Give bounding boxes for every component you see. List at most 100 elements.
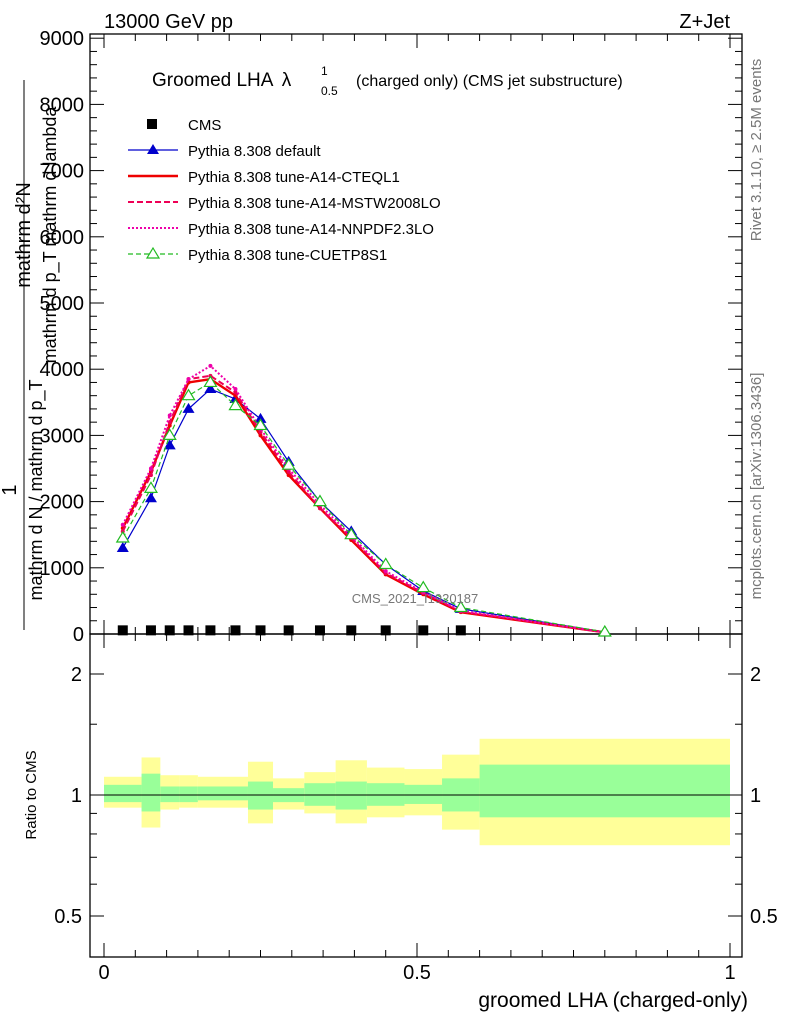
mcplots-label: mcplots.cern.ch [arXiv:1306.3436]	[748, 373, 765, 600]
cms-point	[346, 625, 357, 636]
series-point-default	[204, 383, 217, 394]
plot-title-sup: 1	[321, 64, 328, 78]
header-energy-label: 13000 GeV pp	[104, 11, 233, 33]
main-ylabel-denominator: mathrm d N / mathrm d p_T	[26, 379, 47, 600]
main-ytick-label: 3000	[40, 425, 85, 447]
series-point-default	[163, 439, 176, 450]
cms-point	[255, 625, 266, 636]
cms-point	[418, 625, 429, 636]
ratio-ylabel: Ratio to CMS	[23, 750, 40, 839]
series-point-cuetp8s1	[181, 388, 196, 401]
ratio-ytick-label-right: 0.5	[750, 906, 778, 928]
analysis-watermark: CMS_2021_I1920187	[352, 591, 479, 606]
plot-title: Groomed LHA λ	[152, 70, 292, 91]
legend-cteql1-label: Pythia 8.308 tune-A14-CTEQL1	[188, 169, 400, 186]
legend-cms-marker	[147, 119, 157, 129]
series-point-nnpdf	[148, 466, 153, 471]
series-point-nnpdf	[383, 569, 388, 574]
ratio-band-inner	[335, 781, 367, 810]
cms-point	[164, 625, 175, 636]
main-ytick-label: 4000	[40, 359, 85, 381]
ratio-band-inner	[404, 784, 443, 804]
ratio-band-inner	[141, 773, 161, 812]
ratio-band-inner	[160, 786, 180, 803]
series-line-nnpdf	[121, 364, 605, 634]
legend-cms-label: CMS	[188, 117, 221, 134]
ratio-band-inner	[104, 784, 142, 803]
cms-points	[117, 625, 466, 636]
rivet-version-label: Rivet 3.1.10, ≥ 2.5M events	[748, 59, 765, 242]
header-process-label: Z+Jet	[679, 11, 730, 33]
series-point-cuetp8s1	[416, 580, 431, 593]
main-ylabel: mathrm d²N mathrm d p_T mathrm d lambda …	[0, 80, 61, 630]
main-ytick-label: 5000	[40, 293, 85, 315]
cms-point	[283, 625, 294, 636]
ratio-ytick-label-right: 1	[750, 785, 761, 807]
main-ytick-label: 7000	[40, 161, 85, 183]
legend: CMS Pythia 8.308 default Pythia 8.308 tu…	[128, 117, 441, 264]
series-point-cteql1	[258, 433, 263, 438]
legend-mstw-label: Pythia 8.308 tune-A14-MSTW2008LO	[188, 195, 441, 212]
xaxis-label: groomed LHA (charged-only)	[478, 989, 748, 1012]
ratio-bands	[104, 738, 730, 846]
main-ytick-label: 9000	[40, 28, 85, 50]
series-point-cuetp8s1	[281, 458, 296, 470]
legend-nnpdf-label: Pythia 8.308 tune-A14-NNPDF2.3LO	[188, 221, 434, 238]
plot-title-main: Groomed LHA	[152, 70, 274, 91]
series-point-cuetp8s1	[378, 557, 393, 570]
legend-default-label: Pythia 8.308 default	[188, 143, 321, 160]
series-layer	[115, 363, 612, 637]
legend-cuetp8s1-label: Pythia 8.308 tune-CUETP8S1	[188, 247, 387, 264]
cms-point	[205, 625, 216, 636]
ratio-band-inner	[479, 764, 730, 818]
main-ytick-label: 6000	[40, 227, 85, 249]
ratio-band-inner	[304, 783, 336, 806]
main-ylabel-one: 1	[0, 484, 21, 495]
main-axis-ticks: 0 1000 2000 3000 4000 5000 6000 7000 8000 9000	[40, 28, 742, 646]
xaxis-tick-labels: 0 0.5 1	[98, 962, 735, 984]
plot-title-rest: (charged only) (CMS jet substructure)	[356, 73, 623, 90]
ratio-ytick-label-left: 2	[71, 664, 82, 686]
series-point-nnpdf	[208, 363, 213, 368]
series-point-cuetp8s1	[115, 530, 130, 543]
cms-point	[183, 625, 194, 636]
series-point-cuetp8s1	[228, 398, 243, 411]
xaxis-tick-label: 1	[724, 962, 735, 984]
cms-point	[230, 625, 241, 636]
series-line-cuetp8s1	[122, 381, 605, 633]
series-point-cuetp8s1	[253, 418, 268, 431]
ratio-band-inner	[366, 783, 405, 806]
main-ytick-label: 1000	[40, 558, 85, 580]
series-point-mstw	[148, 473, 153, 478]
xaxis-tick-label: 0.5	[403, 962, 431, 984]
ratio-ytick-label-left: 1	[71, 785, 82, 807]
main-ytick-label: 0	[73, 624, 84, 646]
main-ytick-label: 8000	[40, 94, 85, 116]
series-point-cuetp8s1	[143, 481, 159, 493]
ratio-axis-ticks: 0.5 0.5 1 1 2 2	[54, 634, 778, 957]
plot-title-sub: 0.5	[321, 84, 338, 98]
cms-point	[117, 625, 128, 636]
series-point-default	[254, 412, 267, 423]
ratio-band-inner	[179, 786, 198, 803]
cms-point	[145, 625, 156, 636]
cms-point	[314, 625, 325, 636]
series-point-cteql1	[167, 423, 172, 428]
main-ytick-label: 2000	[40, 492, 85, 514]
main-ylabel-den2: mathrm d p_T mathrm d lambda	[40, 106, 61, 364]
ratio-band-inner	[197, 786, 248, 801]
series-point-nnpdf	[233, 387, 238, 392]
cms-point	[380, 625, 391, 636]
plot-title-lambda: λ	[282, 70, 292, 91]
series-point-default	[116, 541, 129, 552]
series-point-default	[144, 492, 157, 503]
series-point-default	[182, 402, 195, 413]
xaxis-tick-label: 0	[98, 962, 109, 984]
legend-default-marker	[147, 144, 159, 154]
series-point-cuetp8s1	[597, 624, 612, 637]
legend-cuetp8s1-marker	[145, 246, 161, 259]
series-point-mstw	[233, 390, 238, 395]
ratio-ytick-label-left: 0.5	[54, 906, 82, 928]
series-point-cuetp8s1	[453, 600, 468, 613]
